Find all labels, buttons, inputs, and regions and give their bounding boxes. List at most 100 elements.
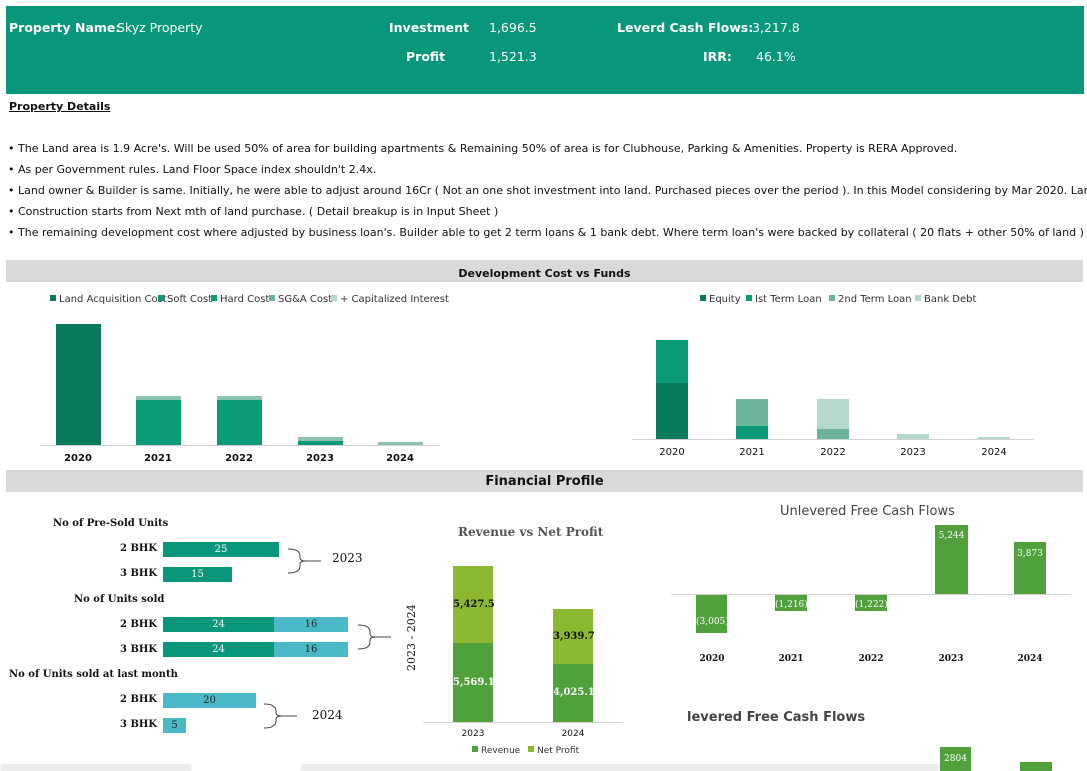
detail-bullet-1: • The Land area is 1.9 Acre's. Will be u…: [8, 142, 958, 155]
dev-bar-2022-hard: [217, 400, 262, 445]
funds-bar-2023-bank: [897, 434, 929, 439]
legend-sga: SG&A Cost: [269, 294, 332, 305]
ufcf-bar-2022: (1,222): [855, 595, 888, 611]
ufcf-xtick-2024: 2024: [1017, 654, 1043, 664]
sold-2bhk-label: 2 BHK: [120, 619, 158, 630]
ufcf-bar-2023: 5,244: [935, 525, 968, 594]
funds-bar-2022-loan2: [817, 429, 849, 439]
dev-xtick-2021: 2021: [144, 453, 172, 464]
rev-bar-2024-netprofit: 3,939.7: [553, 609, 595, 664]
dev-xtick-2023: 2023: [306, 453, 334, 464]
dev-xtick-2022: 2022: [225, 453, 253, 464]
presold-3bhk-label: 3 BHK: [120, 568, 158, 579]
property-name-value: Skyz Property: [117, 20, 203, 35]
ufcf-title: Unlevered Free Cash Flows: [780, 504, 955, 519]
presold-period: 2023: [332, 551, 363, 565]
dev-bar-2022-sga: [217, 396, 262, 400]
sold-2bhk-bar-a: 24: [163, 617, 274, 632]
ufcf-bar-2024: 3,873: [1014, 542, 1046, 594]
ufcf-xtick-2021: 2021: [778, 654, 804, 664]
lfcf-bar-2023: 2804: [940, 747, 971, 771]
dev-section-header: Development Cost vs Funds: [6, 260, 1083, 282]
detail-bullet-2: • As per Government rules. Land Floor Sp…: [8, 163, 377, 176]
legend-term-loan-1: Ist Term Loan: [746, 294, 822, 305]
last-2bhk-bar: 20: [163, 693, 256, 708]
presold-3bhk-bar: 15: [163, 567, 232, 582]
last-month-label: No of Units sold at last month: [9, 669, 178, 680]
legend-term-loan-2: 2nd Term Loan: [829, 294, 912, 305]
funds-xtick-2023: 2023: [900, 447, 926, 458]
dev-bar-2020-land: [56, 324, 101, 445]
funds-bar-2021-loan2: [736, 399, 768, 426]
detail-bullet-5: • The remaining development cost where a…: [8, 226, 1084, 239]
funds-xtick-2024: 2024: [981, 447, 1007, 458]
fin-section-title: Financial Profile: [485, 474, 604, 489]
profit-label: Profit: [406, 49, 446, 64]
sold-label: No of Units sold: [74, 594, 165, 605]
dev-bar-2023-hard: [298, 441, 343, 445]
detail-bullet-3: • Land owner & Builder is same. Initiall…: [8, 184, 1087, 197]
dev-bar-2021-hard: [136, 400, 181, 445]
sold-period: 2023 - 2024: [405, 604, 418, 671]
funds-bar-2022-bank: [817, 399, 849, 429]
sold-2bhk-bar-b: 16: [274, 617, 348, 632]
dev-xtick-2020: 2020: [64, 453, 92, 464]
rev-bar-2023-netprofit: 5,427.5: [453, 566, 495, 643]
bottom-panel-right: [300, 764, 940, 771]
dev-xtick-2024: 2024: [386, 453, 414, 464]
legend-net-profit: Net Profit: [528, 746, 579, 756]
summary-banner: Property Name: Skyz Property Investment …: [6, 6, 1084, 94]
sold-3bhk-label: 3 BHK: [120, 644, 158, 655]
funds-xtick-2020: 2020: [659, 447, 685, 458]
presold-2bhk-bar: 25: [163, 542, 279, 557]
rev-chart-title: Revenue vs Net Profit: [458, 525, 604, 539]
lfcf-title: levered Free Cash Flows: [687, 710, 866, 725]
sold-3bhk-bar-b: 16: [274, 642, 348, 657]
irr-value: 46.1%: [756, 49, 796, 64]
sold-3bhk-bar-a: 24: [163, 642, 274, 657]
ufcf-zero-line: [671, 594, 1071, 595]
property-details-title: Property Details: [9, 100, 111, 113]
last-2bhk-label: 2 BHK: [120, 694, 158, 705]
presold-label: No of Pre-Sold Units: [53, 518, 169, 529]
ufcf-xtick-2020: 2020: [699, 654, 725, 664]
bottom-panel-left: [0, 764, 192, 771]
funds-bar-2024-bank: [978, 437, 1010, 439]
funds-xtick-2021: 2021: [739, 447, 765, 458]
legend-hard: Hard Cost: [211, 294, 269, 305]
funds-axis-line: [632, 439, 1034, 440]
property-name-label: Property Name:: [9, 20, 121, 35]
legend-revenue: Revenue: [472, 746, 520, 756]
presold-brace: [287, 548, 321, 574]
rev-bar-2023-revenue: 5,569.1: [453, 643, 495, 722]
dev-bar-2023-sga: [298, 437, 343, 441]
last-3bhk-label: 3 BHK: [120, 719, 158, 730]
funds-xtick-2022: 2022: [820, 447, 846, 458]
investment-label: Investment: [389, 20, 469, 35]
dev-section-title: Development Cost vs Funds: [458, 267, 631, 280]
rev-xtick-2023: 2023: [461, 729, 485, 739]
ufcf-xtick-2022: 2022: [858, 654, 884, 664]
legend-bank-debt: Bank Debt: [915, 294, 976, 305]
investment-value: 1,696.5: [489, 20, 537, 35]
legend-soft: Soft Cost: [158, 294, 212, 305]
last-period: 2024: [312, 708, 343, 722]
legend-land: Land Acquisition Cost: [50, 294, 167, 305]
funds-bar-2020-loan1: [656, 340, 688, 383]
dev-bar-2024-sga: [378, 442, 423, 445]
last-3bhk-bar: 5: [163, 718, 186, 733]
last-brace: [263, 703, 297, 729]
ufcf-xtick-2023: 2023: [938, 654, 964, 664]
irr-label: IRR:: [703, 49, 732, 64]
fin-section-header: Financial Profile: [6, 470, 1083, 492]
legend-cap-interest: + Capitalized Interest: [331, 294, 449, 305]
sold-brace: [357, 624, 391, 650]
funds-bar-2021-loan1: [736, 426, 768, 439]
lfcf-bar-2024: [1020, 762, 1052, 771]
profit-value: 1,521.3: [489, 49, 537, 64]
ufcf-bar-2021: (1,216): [775, 595, 808, 611]
dev-bar-2021-sga: [136, 396, 181, 400]
ufcf-bar-2020: (3,005): [696, 595, 729, 633]
rev-xtick-2024: 2024: [561, 729, 585, 739]
rev-axis-line: [423, 722, 623, 723]
